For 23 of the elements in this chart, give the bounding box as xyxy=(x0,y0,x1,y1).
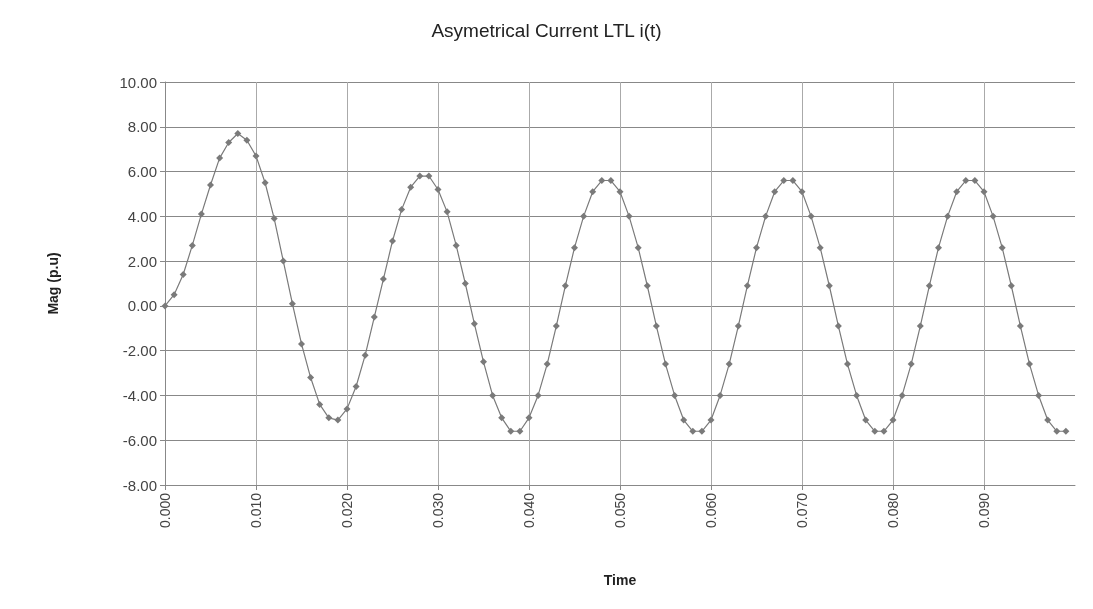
x-tick-label: 0.080 xyxy=(885,492,901,529)
y-tick-label: 2.00 xyxy=(127,252,157,270)
x-tick-label: 0.040 xyxy=(521,492,537,529)
y-tick-label: 4.00 xyxy=(127,207,157,225)
x-tick-label: 0.050 xyxy=(612,492,628,529)
x-axis-title: Time xyxy=(603,572,637,588)
y-tick-label: 10.00 xyxy=(119,73,157,91)
y-tick-label: -4.00 xyxy=(122,386,157,404)
x-tick-label: 0.010 xyxy=(248,492,264,529)
y-tick-label: -8.00 xyxy=(122,476,157,494)
x-tick-label: 0.000 xyxy=(157,492,173,529)
y-axis-title: Mag (p.u) xyxy=(45,252,61,315)
x-tick-label: 0.070 xyxy=(794,492,810,529)
x-tick-label: 0.020 xyxy=(339,492,355,529)
x-tick-label: 0.060 xyxy=(703,492,719,529)
y-tick-label: -2.00 xyxy=(122,342,157,360)
chart-title: Asymetrical Current LTL i(t) xyxy=(431,20,662,41)
y-tick-label: -6.00 xyxy=(122,431,157,449)
x-tick-label: 0.030 xyxy=(430,492,446,529)
x-tick-label: 0.090 xyxy=(976,492,992,529)
y-tick-label: 8.00 xyxy=(127,118,157,136)
y-tick-label: 0.00 xyxy=(127,297,157,315)
y-tick-label: 6.00 xyxy=(127,163,157,181)
